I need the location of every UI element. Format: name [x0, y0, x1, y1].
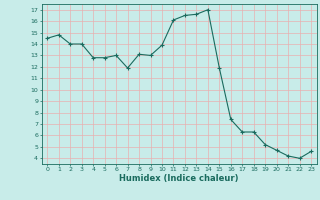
- X-axis label: Humidex (Indice chaleur): Humidex (Indice chaleur): [119, 174, 239, 183]
